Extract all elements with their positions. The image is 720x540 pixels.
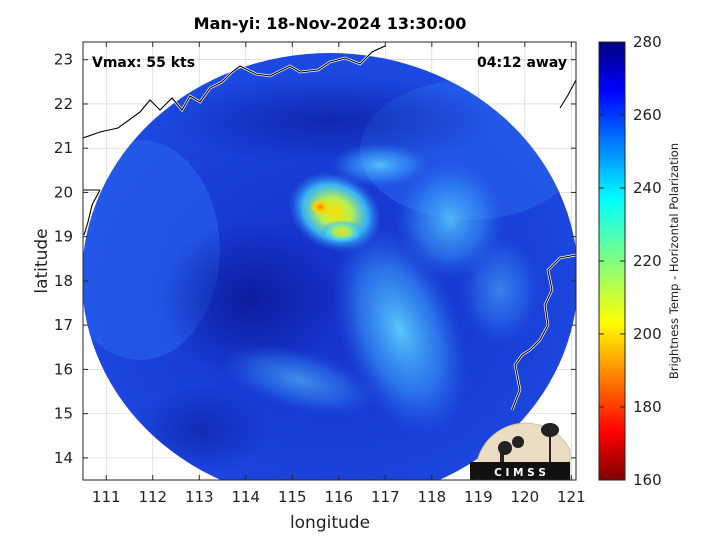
- x-tick-label: 117: [371, 488, 400, 506]
- y-tick-label: 23: [54, 51, 73, 69]
- colorbar-tick-label: 280: [633, 33, 662, 51]
- y-tick-label: 18: [54, 272, 73, 290]
- colorbar-tick-label: 180: [633, 398, 662, 416]
- colorbar-tick-label: 220: [633, 252, 662, 270]
- y-axis-ticks: 14 15 16 17 18 19 20 21 22 23: [54, 51, 576, 467]
- x-tick-label: 115: [278, 488, 307, 506]
- y-tick-label: 19: [54, 228, 73, 246]
- logo-text: C I M S S: [494, 467, 546, 479]
- y-tick-label: 22: [54, 95, 73, 113]
- plot-frame: [82, 41, 577, 481]
- x-tick-label: 118: [418, 488, 447, 506]
- vmax-annotation: Vmax: 55 kts: [92, 55, 195, 71]
- time-away-annotation: 04:12 away: [477, 55, 567, 71]
- x-tick-label: 113: [185, 488, 214, 506]
- satellite-swath: [83, 53, 576, 480]
- x-tick-label: 121: [557, 488, 586, 506]
- colorbar-ticks: 160 180 200 220 240 260 280: [599, 33, 662, 489]
- cimss-logo: C I M S S: [470, 422, 571, 481]
- x-axis-ticks: 111 112 113 114 115 116 117 118 119 120 121: [92, 42, 586, 506]
- colorbar-tick-label: 260: [633, 106, 662, 124]
- y-tick-label: 21: [54, 139, 73, 157]
- colorbar: 160 180 200 220 240 260 280 Brightness Temp - …: [598, 33, 681, 489]
- colorbar-label: Brightness Temp - Horizontal Polarizatio…: [667, 143, 681, 379]
- x-tick-label: 116: [324, 488, 353, 506]
- x-tick-label: 120: [511, 488, 540, 506]
- chart-title: Man-yi: 18-Nov-2024 13:30:00: [194, 14, 467, 33]
- y-tick-label: 14: [54, 449, 73, 467]
- x-axis-label: longitude: [290, 513, 370, 533]
- colorbar-tick-label: 160: [633, 471, 662, 489]
- y-tick-label: 20: [54, 183, 73, 201]
- x-tick-label: 119: [464, 488, 493, 506]
- y-tick-label: 17: [54, 316, 73, 334]
- x-tick-label: 111: [92, 488, 121, 506]
- colorbar-tick-label: 200: [633, 325, 662, 343]
- x-tick-label: 114: [231, 488, 260, 506]
- y-tick-label: 15: [54, 405, 73, 423]
- y-tick-label: 16: [54, 360, 73, 378]
- y-axis-label: latitude: [32, 228, 52, 293]
- x-tick-label: 112: [138, 488, 167, 506]
- colorbar-tick-label: 240: [633, 179, 662, 197]
